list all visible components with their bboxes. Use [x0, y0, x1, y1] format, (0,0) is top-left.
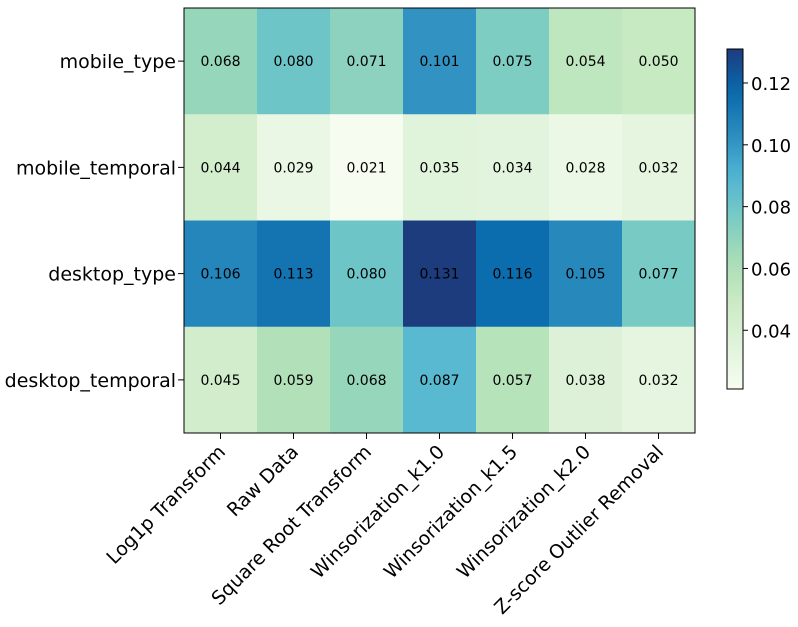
row-tick-label: desktop_type [48, 264, 176, 286]
heatmap-cell [476, 220, 550, 328]
cell-value-label: 0.044 [200, 160, 240, 176]
cell-value-label: 0.077 [638, 267, 678, 283]
cell-value-label: 0.038 [565, 373, 605, 389]
heatmap-cell [403, 220, 477, 328]
column-tick-label: Winsorization_k1.0 [307, 441, 449, 583]
cell-value-label: 0.059 [273, 373, 313, 389]
heatmap-cell [330, 220, 404, 328]
column-tick-label: Winsorization_k1.5 [380, 441, 522, 583]
heatmap-cell [476, 326, 550, 434]
row-axis: mobile_type mobile_temporal desktop_typede… [5, 51, 184, 392]
cell-value-label: 0.032 [638, 373, 678, 389]
colorbar-tick-label: 0.10 [751, 136, 791, 157]
cell-value-label: 0.050 [638, 54, 678, 70]
heatmap-cell [622, 114, 696, 221]
cell-value-label: 0.087 [419, 373, 459, 389]
cell-value-label: 0.021 [346, 160, 386, 176]
heatmap-cell [476, 114, 550, 221]
heatmap-cell [330, 114, 404, 221]
heatmap-cell [184, 8, 258, 115]
cell-value-label: 0.057 [492, 373, 532, 389]
cell-value-label: 0.101 [419, 54, 459, 70]
heatmap-cell [549, 220, 623, 328]
row-tick-label: mobile_type [60, 51, 176, 73]
column-tick-label: Winsorization_k2.0 [453, 441, 595, 583]
heatmap-cells [184, 8, 696, 434]
cell-value-label: 0.131 [419, 267, 459, 283]
column-tick-label: Log1p Transform [102, 441, 230, 569]
heatmap-cell [476, 8, 550, 115]
heatmap-cell [257, 220, 331, 328]
heatmap-cell [184, 220, 258, 328]
colorbar [726, 48, 744, 390]
heatmap-cell [549, 326, 623, 434]
colorbar-tick-label: 0.06 [751, 259, 791, 280]
heatmap-cell [549, 114, 623, 221]
heatmap-cell [257, 326, 331, 434]
colorbar-ticks: 0.04 0.06 0.08 0.10 0.12 [743, 74, 791, 342]
cell-value-label: 0.068 [346, 373, 386, 389]
colorbar-tick-label: 0.12 [751, 74, 791, 95]
heatmap-cell [403, 114, 477, 221]
cell-value-label: 0.068 [200, 54, 240, 70]
cell-value-label: 0.054 [565, 54, 605, 70]
heatmap-cell [403, 326, 477, 434]
heatmap-cell [330, 326, 404, 434]
heatmap-cell [257, 8, 331, 115]
row-tick-label: mobile_temporal [16, 157, 176, 179]
row-tick-label: desktop_temporal [5, 370, 176, 392]
cell-value-label: 0.032 [638, 160, 678, 176]
cell-value-label: 0.035 [419, 160, 459, 176]
cell-value-label: 0.075 [492, 54, 532, 70]
plot-frame [183, 7, 696, 434]
cell-value-label: 0.071 [346, 54, 386, 70]
heatmap-cell [184, 326, 258, 434]
cell-value-label: 0.080 [273, 54, 313, 70]
heatmap-cell [330, 8, 404, 115]
heatmap-cell-labels: 0.068 0.080 0.071 0.101 0.075 0.054 0.050 0.044… [200, 54, 678, 389]
cell-value-label: 0.029 [273, 160, 313, 176]
cell-value-label: 0.106 [200, 267, 240, 283]
heatmap-cell [622, 220, 696, 328]
cell-value-label: 0.045 [200, 373, 240, 389]
cell-value-label: 0.116 [492, 267, 532, 283]
heatmap-cell [403, 8, 477, 115]
heatmap-cell [257, 114, 331, 221]
colorbar-tick-label: 0.08 [751, 198, 791, 219]
cell-value-label: 0.080 [346, 267, 386, 283]
heatmap-cell [184, 114, 258, 221]
cell-value-label: 0.028 [565, 160, 605, 176]
cell-value-label: 0.105 [565, 267, 605, 283]
colorbar-tick-label: 0.04 [751, 321, 791, 342]
heatmap-cell [549, 8, 623, 115]
heatmap-cell [622, 8, 696, 115]
heatmap-cell [622, 326, 696, 434]
cell-value-label: 0.034 [492, 160, 532, 176]
cell-value-label: 0.113 [273, 267, 313, 283]
